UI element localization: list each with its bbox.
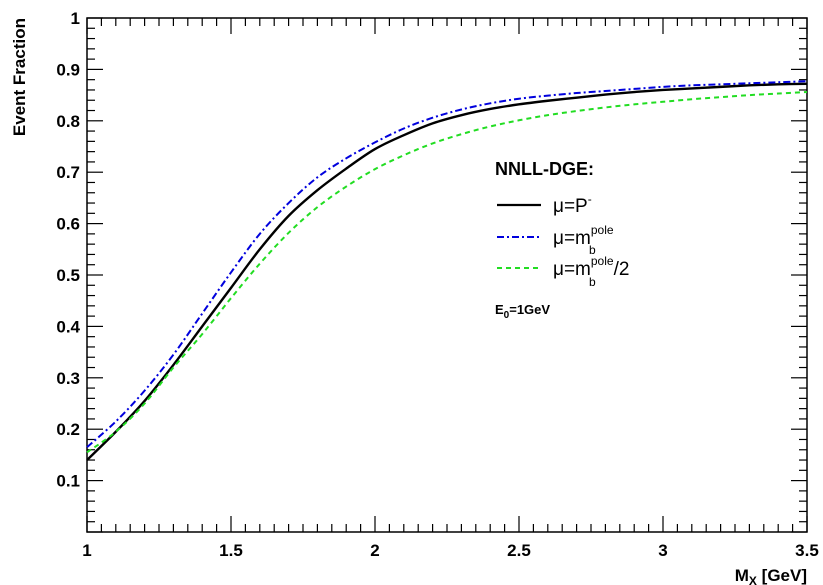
x-tick-label: 3 [658,541,667,560]
x-tick-label: 1.5 [219,541,243,560]
legend-entry-p-minus: μ=P- [553,192,592,217]
y-tick-label: 0.1 [56,472,80,491]
legend-title: NNLL-DGE: [495,159,594,179]
legend-entry-mb-pole-sub: b [589,243,596,257]
legend-entry-mb-pole: μ=mpole [553,223,614,249]
y-tick-label: 1 [71,9,80,28]
x-tick-label: 3.5 [795,541,819,560]
axis-ticks [86,17,808,533]
y-tick-labels: 0.1 0.2 0.3 0.4 0.5 0.6 0.7 0.8 0.9 1 [56,9,80,491]
legend: NNLL-DGE: μ=P- μ=mpole b μ=mpole/2 b [495,159,629,289]
x-tick-label: 1 [82,541,91,560]
y-tick-label: 0.5 [56,266,80,285]
e0-annotation: E0=1GeV [495,302,550,321]
series-layer [86,80,808,461]
legend-entry-mb-pole-half: μ=mpole/2 [553,254,629,280]
series-line-dashed [86,91,808,454]
x-tick-label: 2 [370,541,379,560]
y-tick-label: 0.8 [56,112,80,131]
x-tick-label: 2.5 [507,541,531,560]
x-tick-labels: 1 1.5 2 2.5 3 3.5 [82,541,819,560]
legend-entry-mb-pole-half-sub: b [589,275,596,289]
plot-frame [86,17,808,533]
y-tick-label: 0.4 [56,317,80,336]
y-tick-label: 0.2 [56,420,80,439]
y-tick-label: 0.3 [56,369,80,388]
y-tick-label: 0.6 [56,215,80,234]
series-line-solid [86,82,808,461]
y-tick-label: 0.7 [56,163,80,182]
y-axis-title: Event Fraction [10,18,29,136]
x-axis-title: MX [GeV] [735,566,807,585]
series-line-dashdot [86,80,808,448]
y-tick-label: 0.9 [56,60,80,79]
